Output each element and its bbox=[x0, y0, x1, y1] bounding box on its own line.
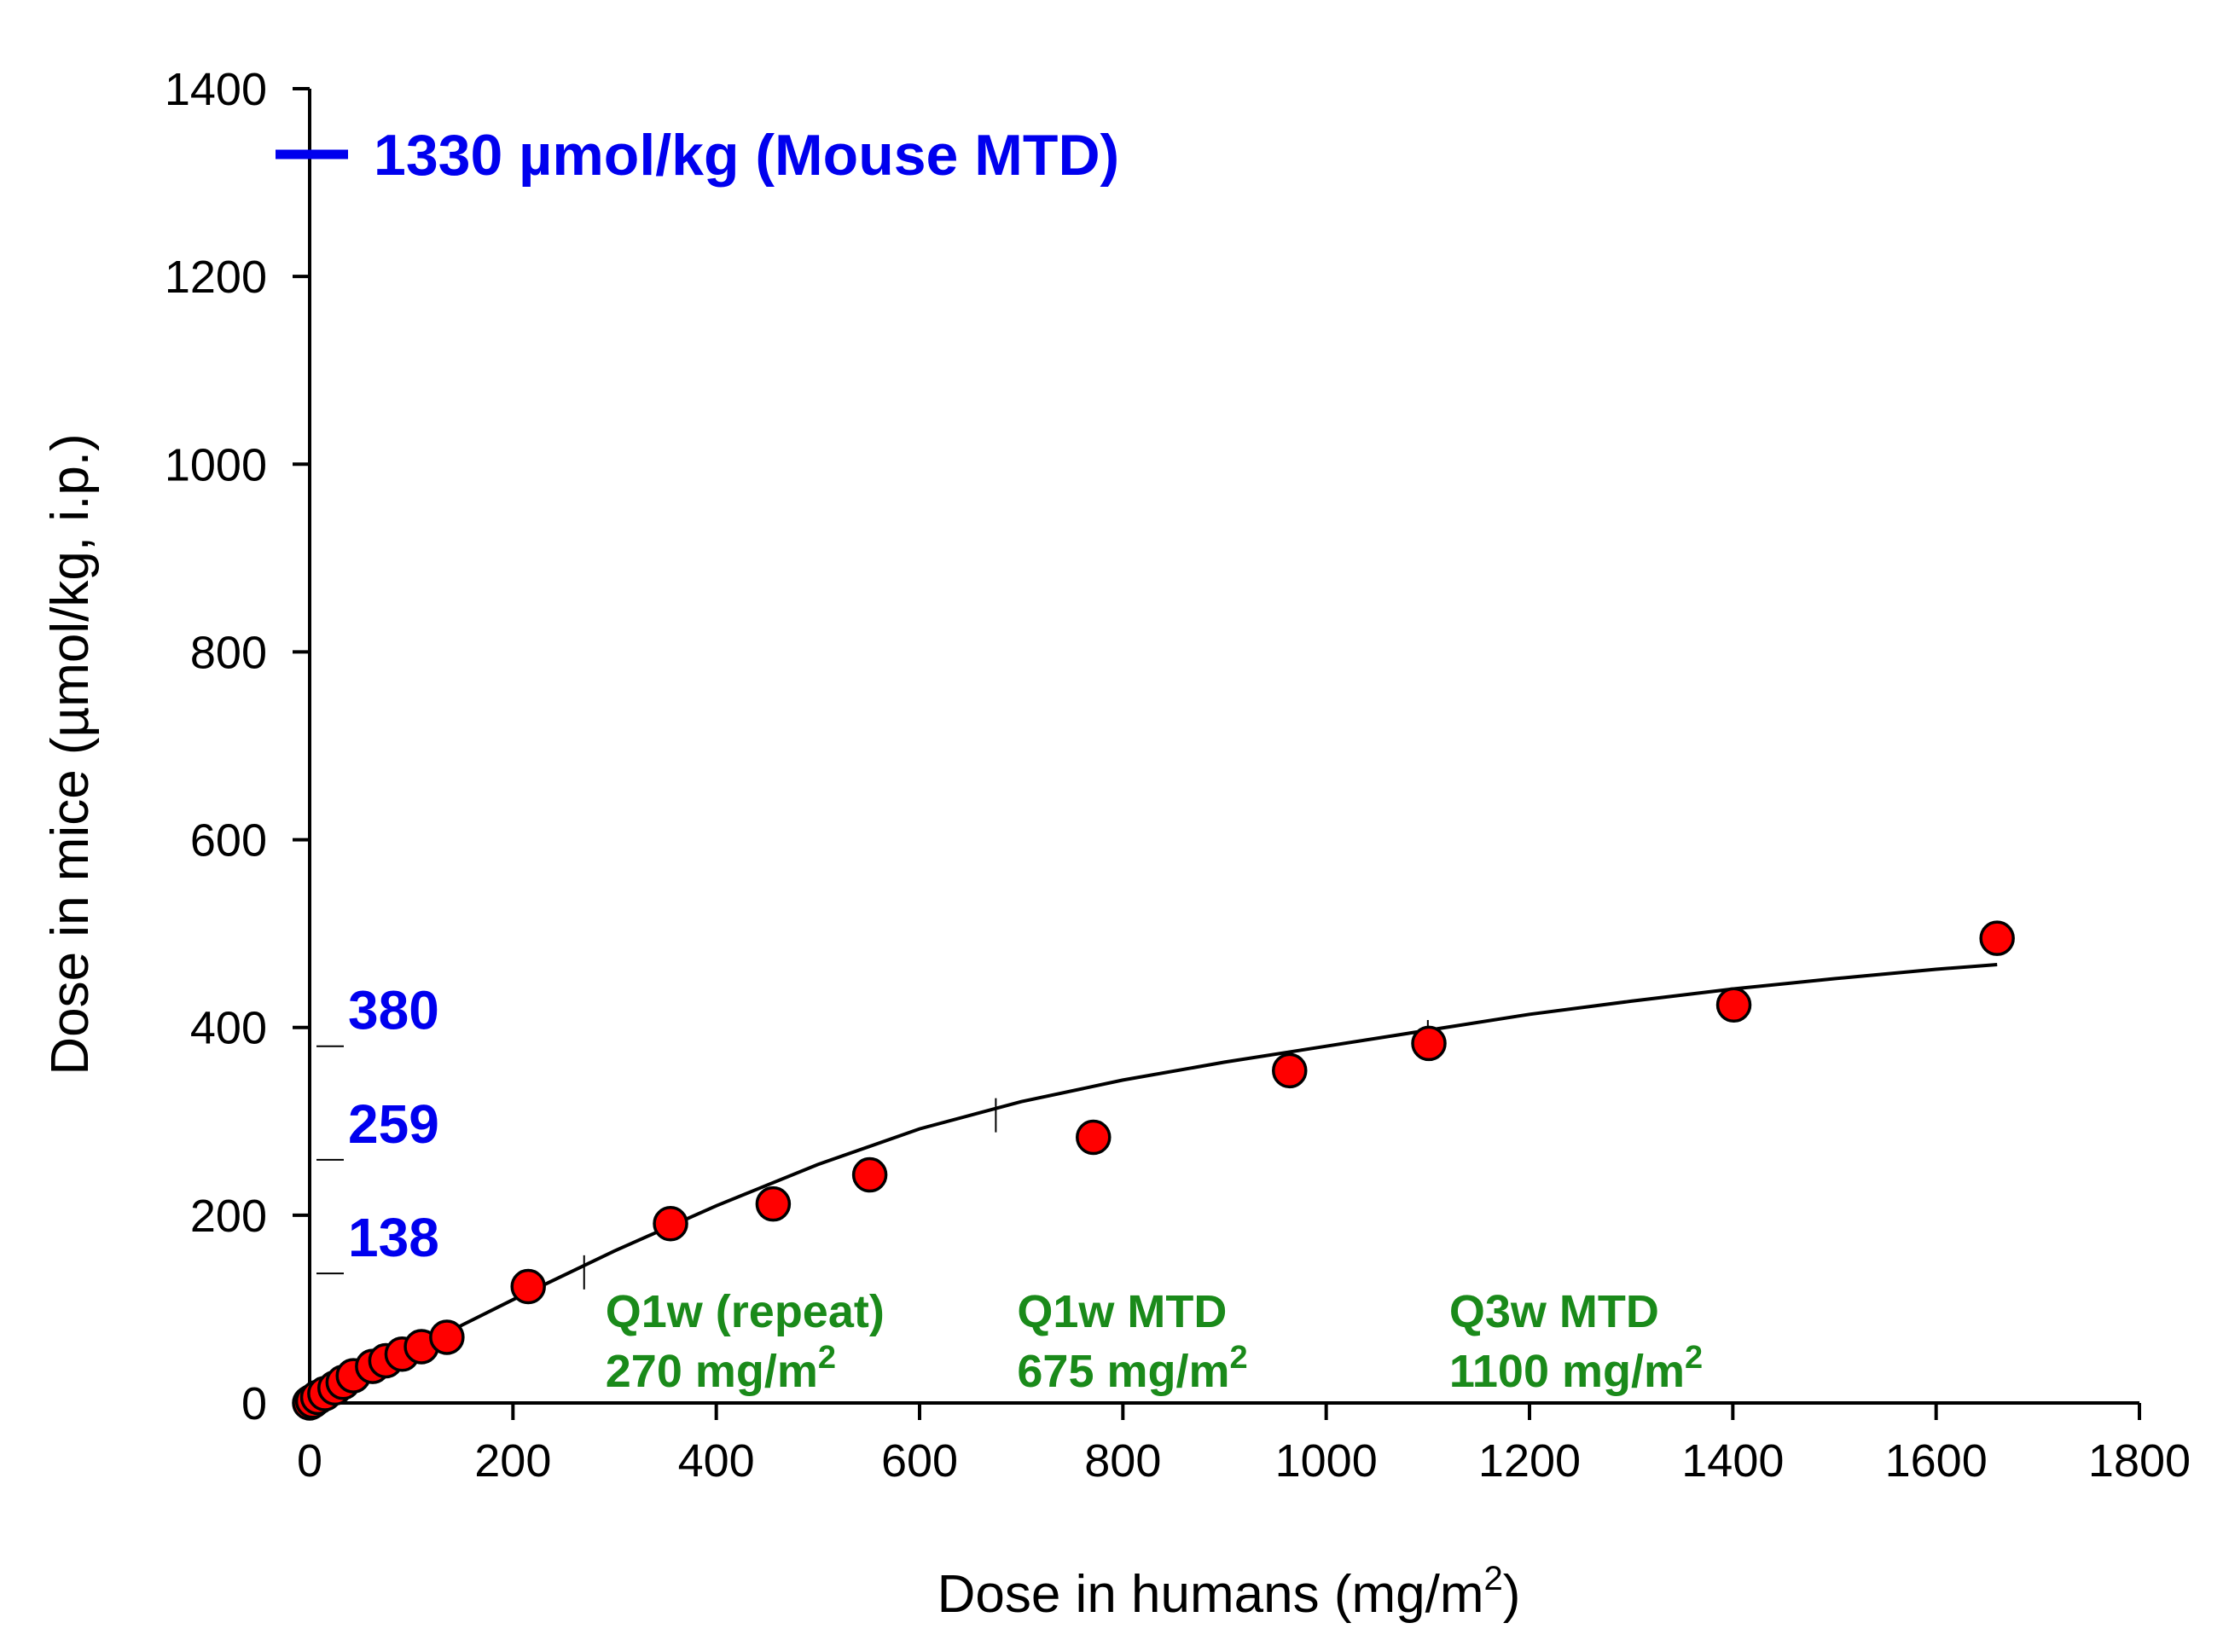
data-point bbox=[429, 1319, 465, 1355]
x-axis-title-tail: ) bbox=[1503, 1565, 1521, 1624]
data-point bbox=[851, 1156, 888, 1193]
x-tick-label: 0 bbox=[297, 1435, 322, 1487]
human-dose-label: Q1w MTD bbox=[1017, 1286, 1227, 1337]
human-dose-label: Q3w MTD bbox=[1449, 1286, 1659, 1337]
x-axis-title-sup: 2 bbox=[1483, 1560, 1502, 1597]
y-tick-label: 200 bbox=[190, 1191, 267, 1242]
human-dose-value: 270 mg/m2 bbox=[606, 1340, 836, 1397]
y-axis-title: Dose in mice (µmol/kg, i.p.) bbox=[41, 433, 100, 1075]
fit-curve bbox=[309, 963, 1998, 1405]
data-point bbox=[510, 1268, 546, 1305]
x-tick-label: 1400 bbox=[1681, 1435, 1784, 1487]
x-ticks: 0 200 400 600 800 1000 1200 1400 1600 1800 bbox=[297, 1403, 2191, 1487]
human-dose-value-sup: 2 bbox=[818, 1340, 836, 1376]
data-point bbox=[1715, 987, 1752, 1023]
mouse-mtd-label: 1330 µmol/kg (Mouse MTD) bbox=[374, 123, 1119, 188]
data-point bbox=[653, 1206, 688, 1242]
mouse-dose-label: 259 bbox=[348, 1093, 439, 1155]
x-tick-label: 1800 bbox=[2088, 1435, 2191, 1487]
mouse-mtd-annotation: 1330 µmol/kg (Mouse MTD) bbox=[276, 123, 1119, 188]
x-tick-label: 200 bbox=[474, 1435, 551, 1487]
human-dose-value-main: 1100 mg/m bbox=[1449, 1346, 1685, 1397]
human-dose-value: 675 mg/m2 bbox=[1017, 1340, 1247, 1397]
y-tick-label: 800 bbox=[190, 627, 267, 678]
x-tick-label: 800 bbox=[1084, 1435, 1161, 1487]
data-points bbox=[292, 920, 2015, 1421]
human-dose-value-main: 675 mg/m bbox=[1017, 1346, 1229, 1397]
annotation-ticks bbox=[316, 1020, 1429, 1290]
human-dose-value-sup: 2 bbox=[1230, 1340, 1248, 1376]
mouse-dose-label: 138 bbox=[348, 1207, 439, 1268]
y-tick-label: 400 bbox=[190, 1003, 267, 1054]
x-tick-label: 1000 bbox=[1275, 1435, 1378, 1487]
x-tick-label: 400 bbox=[678, 1435, 755, 1487]
mouse-dose-annotations: 380 259 138 bbox=[348, 980, 439, 1268]
data-point bbox=[1272, 1052, 1308, 1089]
y-tick-label: 1000 bbox=[165, 439, 267, 490]
data-point bbox=[1979, 920, 2015, 956]
x-axis-title-main: Dose in humans (mg/m bbox=[937, 1565, 1484, 1624]
x-axis-title: Dose in humans (mg/m2) bbox=[937, 1560, 1521, 1624]
human-dose-value-main: 270 mg/m bbox=[606, 1346, 818, 1397]
human-dose-value-sup: 2 bbox=[1685, 1340, 1703, 1376]
y-tick-label: 600 bbox=[190, 815, 267, 867]
x-tick-label: 1600 bbox=[1885, 1435, 1988, 1487]
y-tick-label: 1400 bbox=[165, 64, 267, 115]
data-point bbox=[755, 1185, 792, 1222]
axes bbox=[308, 89, 2139, 1405]
data-point bbox=[1411, 1025, 1447, 1062]
x-tick-label: 1200 bbox=[1478, 1435, 1581, 1487]
human-dose-label: Q1w (repeat) bbox=[606, 1286, 885, 1337]
human-dose-value: 1100 mg/m2 bbox=[1449, 1340, 1703, 1397]
y-tick-label: 1200 bbox=[165, 252, 267, 303]
y-ticks: 0 200 400 600 800 1000 1200 1400 bbox=[165, 64, 310, 1429]
mouse-dose-label: 380 bbox=[348, 980, 439, 1041]
y-tick-label: 0 bbox=[241, 1378, 267, 1429]
x-tick-label: 600 bbox=[881, 1435, 958, 1487]
data-point bbox=[1076, 1119, 1112, 1156]
